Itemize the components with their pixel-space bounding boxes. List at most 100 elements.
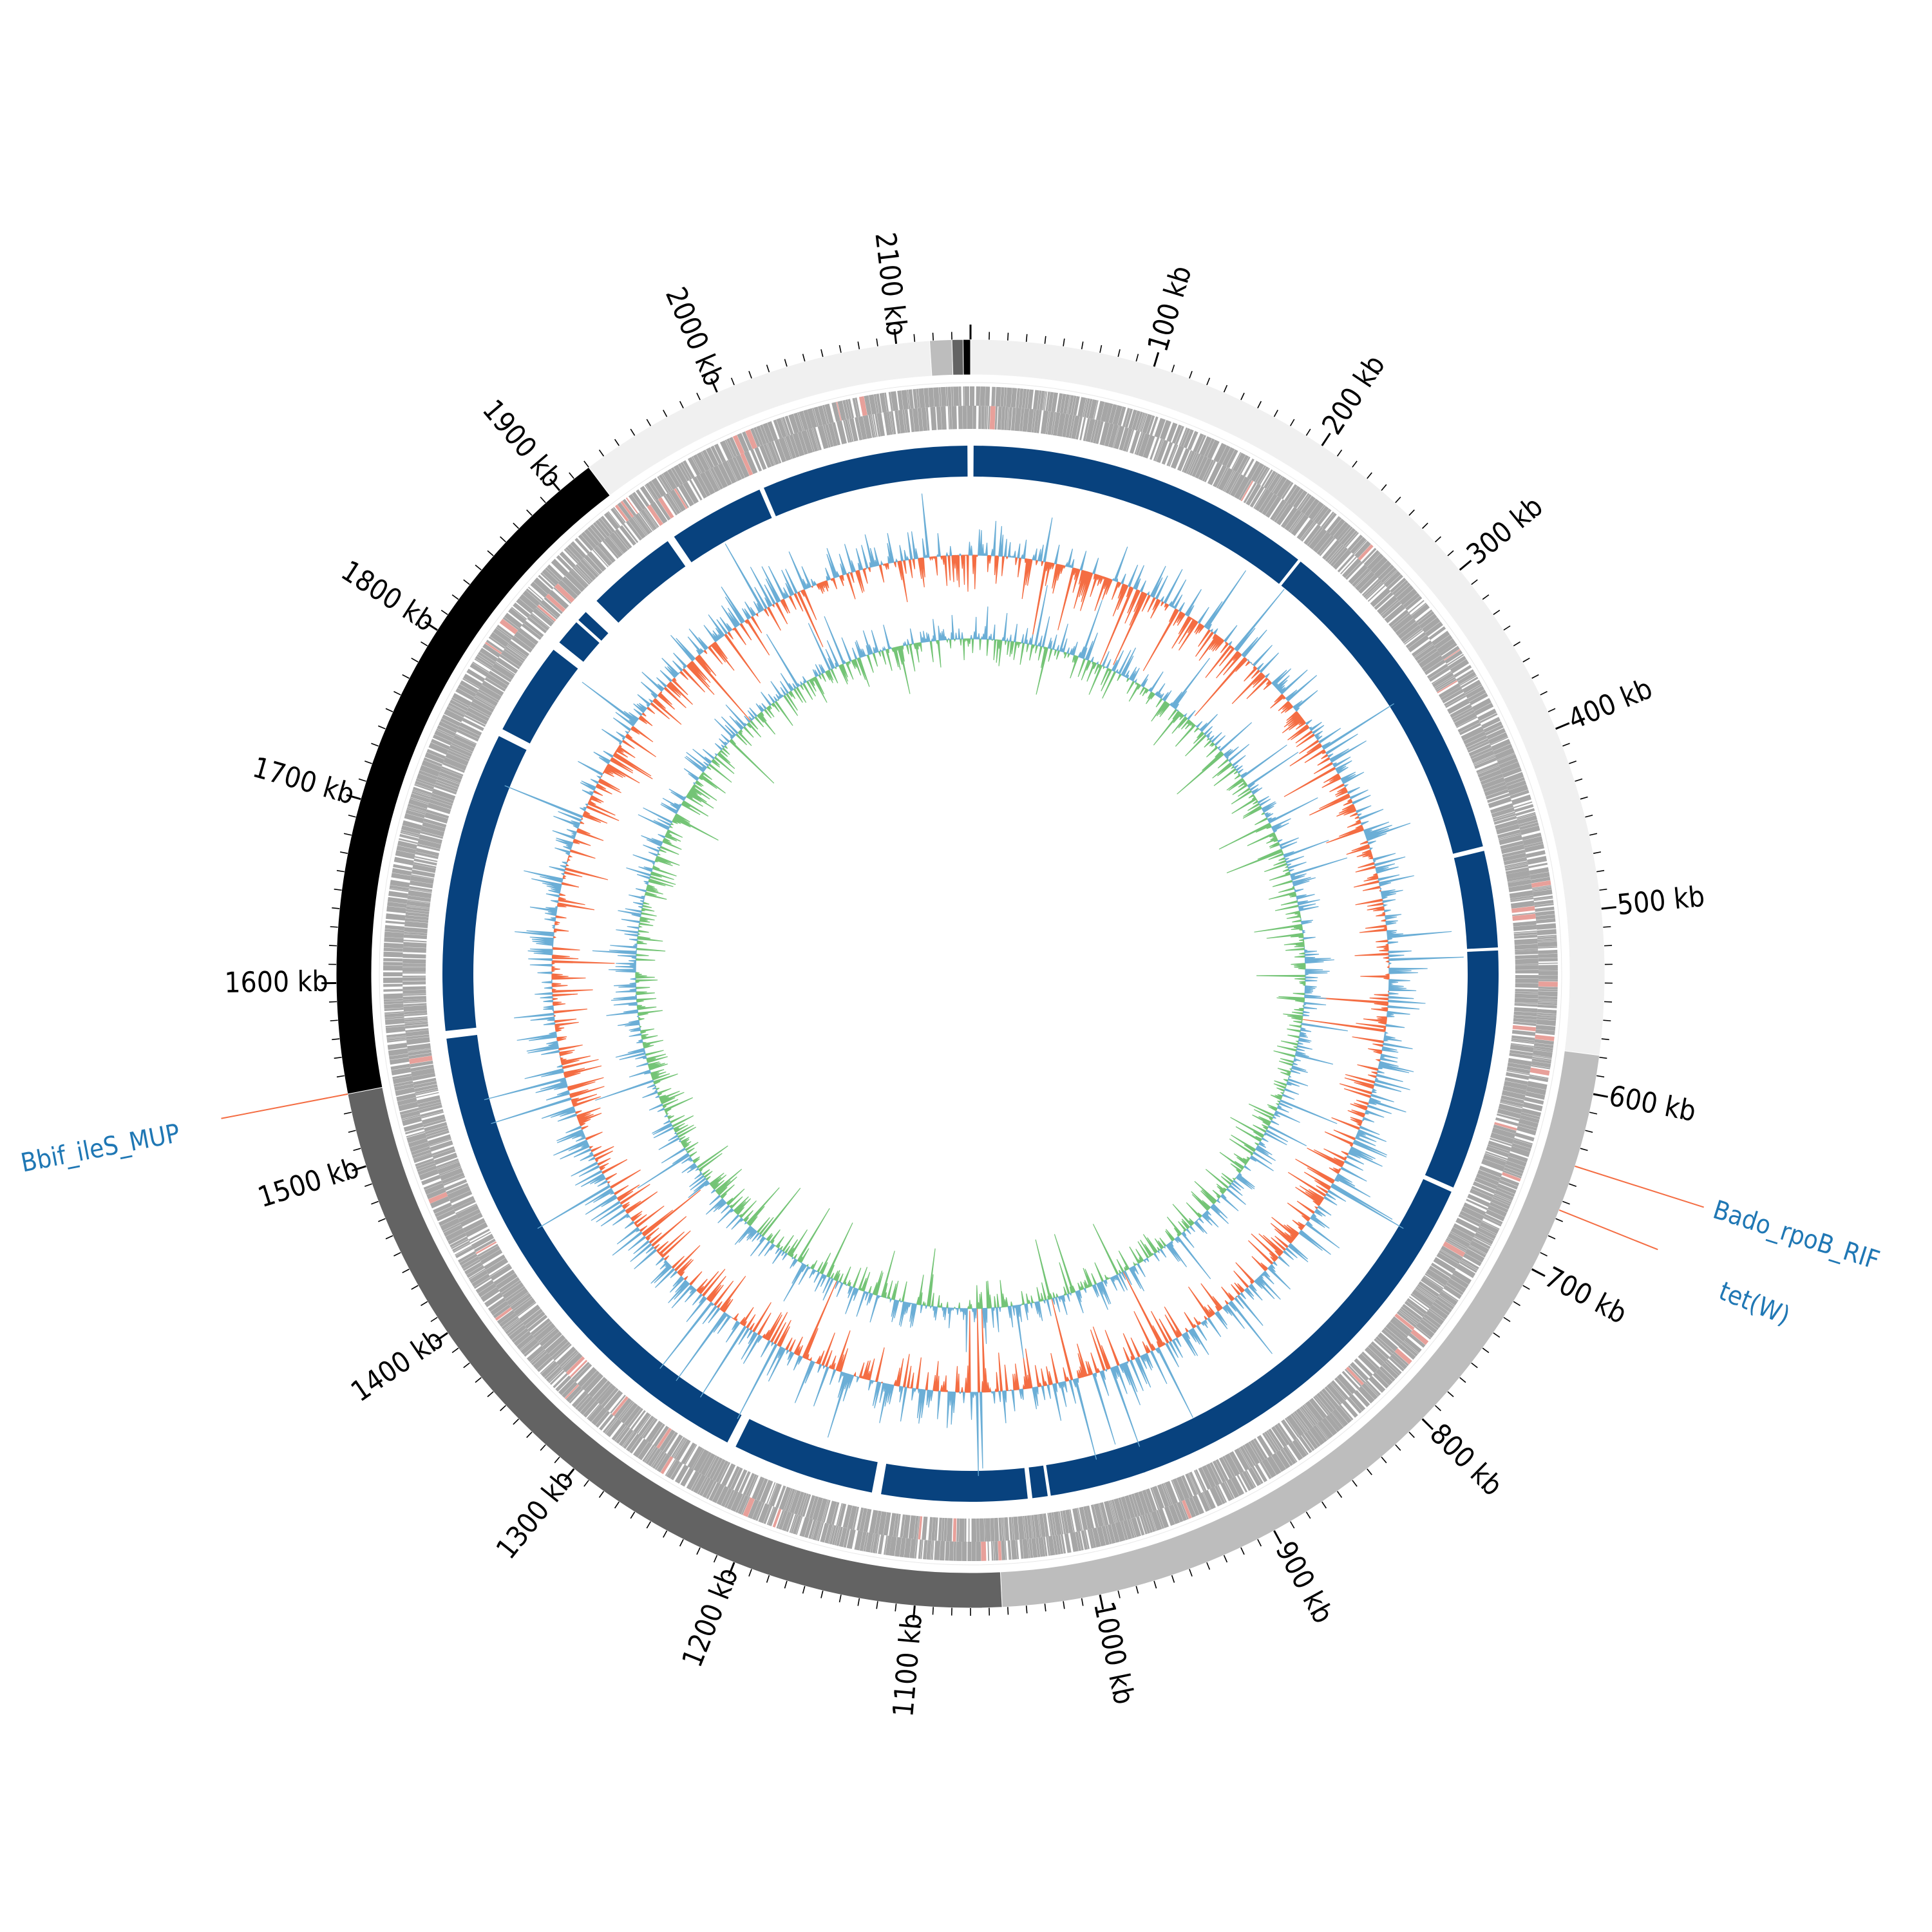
cds-forward [1218, 445, 1231, 465]
cds-reverse [486, 673, 508, 690]
tick-label: 500 kb [1616, 880, 1707, 922]
minor-tick [1099, 345, 1103, 353]
cds-forward [1122, 1519, 1133, 1540]
cds-reverse [847, 419, 854, 442]
minor-tick [614, 439, 620, 446]
cds-forward [1082, 397, 1088, 417]
gene-ring-outline [379, 382, 1562, 1566]
cds-reverse [728, 458, 743, 481]
cds-forward [1537, 1000, 1557, 1003]
cds-forward [1430, 1304, 1448, 1320]
cds-forward [934, 1540, 941, 1560]
cds-forward [1073, 396, 1080, 416]
cds-reverse [411, 869, 435, 878]
cds-forward [1213, 442, 1227, 463]
cds-reverse [592, 1380, 611, 1401]
cds-forward [480, 1287, 500, 1302]
cds-reverse [1504, 1081, 1528, 1090]
cds-forward [1084, 1530, 1090, 1549]
minor-tick [526, 1432, 533, 1438]
cds-reverse [405, 1028, 429, 1033]
cds-forward [501, 1315, 519, 1330]
cds-forward [1538, 969, 1558, 971]
cds-reverse [1072, 1508, 1082, 1532]
cds-reverse [718, 1462, 731, 1484]
cds-reverse [1008, 407, 1012, 431]
cds-forward [399, 833, 419, 841]
minor-tick [487, 1391, 494, 1397]
cds-forward [1527, 1081, 1548, 1090]
cds-forward [1434, 1298, 1452, 1313]
cds-forward [1052, 1535, 1058, 1555]
cds-forward [756, 425, 767, 445]
cds-forward [1387, 574, 1403, 590]
minor-tick [540, 1444, 546, 1451]
cds-reverse [562, 1352, 583, 1373]
cds-forward [574, 1394, 591, 1410]
cds-forward [409, 1142, 430, 1152]
cds-reverse [1166, 444, 1177, 466]
cds-forward [591, 1407, 608, 1426]
cds-reverse [872, 413, 878, 437]
cds-reverse [1448, 1233, 1470, 1248]
cds-reverse [602, 540, 619, 559]
minor-tick [1513, 641, 1520, 647]
cds-reverse [1406, 1298, 1427, 1315]
cds-reverse [411, 874, 435, 880]
cds-forward [544, 1364, 560, 1379]
cds-forward [1364, 1381, 1379, 1397]
cds-forward [1415, 1326, 1432, 1340]
cds-forward [1535, 1025, 1556, 1031]
cds-reverse [909, 408, 915, 432]
cds-reverse [1453, 1223, 1476, 1238]
cds-forward [1007, 1540, 1012, 1560]
minor-tick [1482, 1347, 1490, 1354]
cds-forward [1332, 1408, 1349, 1426]
cds-reverse [848, 1505, 858, 1530]
cds-forward [1386, 1359, 1402, 1374]
cds-reverse [678, 484, 694, 507]
minor-tick [1223, 1555, 1228, 1563]
cds-forward [626, 1434, 641, 1452]
cds-reverse [1476, 762, 1499, 773]
cds-reverse [433, 1152, 458, 1166]
cds-forward [658, 474, 672, 493]
cds-reverse [415, 1087, 439, 1094]
minor-tick [330, 1019, 338, 1021]
minor-tick [402, 1269, 410, 1274]
cds-forward [1243, 458, 1255, 477]
cds-reverse [1508, 879, 1531, 887]
cds-reverse [571, 1361, 590, 1380]
cds-reverse [402, 986, 426, 990]
cds-reverse [1262, 1432, 1277, 1454]
cds-reverse [1433, 1256, 1456, 1274]
cds-reverse [1104, 423, 1114, 447]
cds-reverse [575, 564, 593, 583]
similarity-block-3 [1454, 851, 1498, 949]
cds-forward [1468, 1245, 1486, 1258]
cds-forward [570, 541, 587, 558]
cds-reverse [1276, 503, 1293, 526]
cds-reverse [1437, 680, 1458, 694]
cds-reverse [1341, 558, 1361, 578]
cds-reverse [800, 1493, 809, 1517]
cds-reverse [484, 677, 506, 692]
cds-reverse [656, 1427, 672, 1449]
minor-tick [1513, 1301, 1520, 1306]
cds-reverse [1455, 1217, 1479, 1233]
cds-forward [513, 1331, 532, 1347]
cds-forward [1300, 495, 1316, 515]
cds-forward [388, 1048, 408, 1056]
cds-reverse [874, 413, 881, 437]
cds-reverse [478, 1245, 500, 1261]
cds-forward [438, 1214, 458, 1226]
cds-forward [1529, 867, 1549, 875]
minor-tick [339, 851, 348, 854]
cds-reverse [1176, 1476, 1190, 1500]
cds-reverse [1171, 1479, 1181, 1502]
cds-reverse [998, 1517, 1003, 1541]
cds-forward [865, 1532, 874, 1553]
cds-reverse [1434, 675, 1455, 689]
cds-reverse [979, 1518, 985, 1542]
cds-reverse [1296, 1408, 1313, 1430]
